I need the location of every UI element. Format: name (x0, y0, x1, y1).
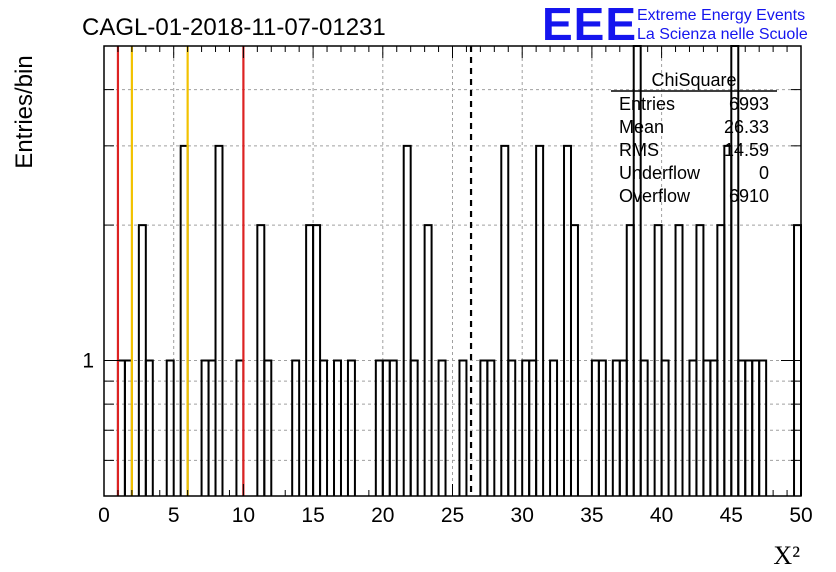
histogram-bin (214, 144, 224, 496)
y-tick-label: 1 (82, 350, 94, 373)
x-tick-label: 10 (232, 504, 255, 527)
eee-logo: EEE Extreme Energy Events La Scienza nel… (542, 0, 808, 50)
x-tick-label: 15 (301, 504, 324, 527)
histogram-bin (486, 359, 496, 496)
histogram-bin (263, 359, 273, 496)
stats-label: Mean (619, 117, 664, 137)
x-tick-label: 0 (98, 504, 110, 527)
stats-label: RMS (619, 140, 659, 160)
x-tick-label: 40 (650, 504, 673, 527)
stats-value: 14.59 (724, 140, 769, 160)
histogram-bin (758, 359, 768, 496)
histogram-bin (333, 359, 342, 496)
histogram-bin (388, 359, 398, 496)
histogram-bin (291, 359, 301, 496)
histogram-bin (144, 359, 154, 496)
x-axis-ticks: 0 5 10 15 20 25 30 35 40 45 50 (98, 46, 813, 527)
histogram-bin (674, 224, 684, 496)
logo-line-2: La Scienza nelle Scuole (637, 26, 808, 43)
histogram-bin (402, 144, 412, 496)
histogram-bin (535, 144, 545, 496)
histogram-bin (458, 359, 468, 496)
reference-lines (116, 46, 473, 496)
histogram-bin (549, 359, 559, 496)
stats-value: 6910 (729, 186, 769, 206)
histogram-bin (569, 224, 579, 496)
histogram-bins (116, 45, 802, 496)
x-tick-label: 20 (371, 504, 394, 527)
histogram-bin (639, 359, 649, 496)
histogram-bin (500, 144, 510, 496)
histogram-bin (660, 359, 670, 496)
logo-mark: EEE (542, 0, 637, 50)
histogram-bin (346, 359, 356, 496)
x-axis-label: X² (773, 541, 800, 570)
stats-label: Entries (619, 94, 675, 114)
histogram-bin (437, 359, 447, 496)
y-axis-label: Entries/bin (11, 55, 38, 168)
histogram-bin (423, 224, 433, 496)
histogram-bin (597, 359, 607, 496)
stats-label: Overflow (619, 186, 691, 206)
stats-label: Underflow (619, 163, 701, 183)
x-tick-label: 30 (511, 504, 534, 527)
stats-rows: Entries 6993 Mean 26.33 RMS 14.59 Underflow 0 Ov… (619, 94, 769, 206)
x-tick-label: 35 (580, 504, 603, 527)
stats-box: ChiSquare Entries 6993 Mean 26.33 RMS 14.59 Un… (611, 70, 777, 206)
y-axis-ticks: 1 (82, 45, 801, 497)
x-tick-label: 50 (789, 504, 812, 527)
histogram-bin (409, 359, 419, 496)
histogram-bin (165, 359, 175, 496)
x-tick-label: 25 (441, 504, 464, 527)
stats-value: 26.33 (724, 117, 769, 137)
histogram-bin (563, 144, 572, 496)
x-tick-label: 5 (168, 504, 180, 527)
x-tick-label: 45 (720, 504, 743, 527)
histogram-bin (507, 359, 517, 496)
logo-line-1: Extreme Energy Events (637, 7, 805, 24)
chart-title: CAGL-01-2018-11-07-01231 (82, 14, 386, 41)
histogram-bin (319, 359, 329, 496)
stats-title: ChiSquare (651, 70, 736, 90)
stats-value: 0 (759, 163, 769, 183)
stats-value: 6993 (729, 94, 769, 114)
